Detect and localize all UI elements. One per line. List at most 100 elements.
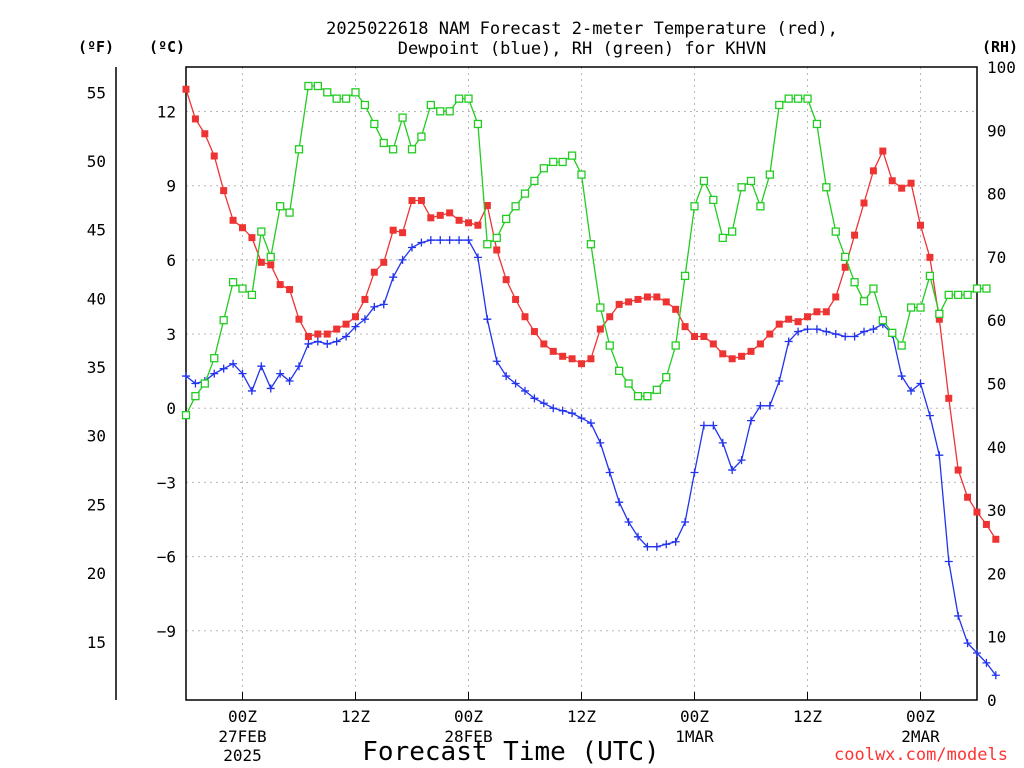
dewpoint-point	[539, 399, 548, 408]
series-temperature	[182, 85, 1000, 543]
dewpoint-point	[408, 243, 416, 252]
dewpoint-point	[568, 409, 577, 418]
temperature-point	[653, 293, 661, 301]
dewpoint-point	[295, 362, 303, 371]
temperature-point	[869, 167, 877, 175]
temperature-point	[672, 305, 680, 313]
temperature-point	[964, 493, 972, 501]
dewpoint-point	[982, 658, 991, 667]
dewpoint-point	[398, 255, 407, 264]
rh-point	[633, 392, 643, 401]
f-tick-label: 30	[87, 427, 106, 446]
temperature-point	[879, 147, 887, 155]
temperature-point	[474, 221, 482, 229]
dewpoint-point	[247, 386, 256, 395]
temperature-point	[201, 130, 209, 138]
rh-point	[200, 379, 209, 388]
temperature-point	[512, 295, 520, 303]
temperature-point	[286, 286, 294, 294]
temperature-point	[719, 350, 727, 358]
dewpoint-point	[991, 671, 1000, 680]
rh-point	[228, 278, 238, 287]
rh-point	[718, 233, 727, 243]
temperature-point	[493, 246, 501, 254]
temperature-point	[436, 211, 444, 219]
dewpoint-point	[360, 315, 369, 324]
rh-tick-label: 50	[987, 375, 1006, 394]
dewpoint-point	[586, 419, 595, 428]
dewpoint-point	[794, 327, 803, 336]
rh-tick-label: 100	[987, 58, 1016, 77]
rh-point	[878, 316, 887, 325]
rh-line	[185, 85, 987, 416]
dewpoint-point	[191, 379, 200, 388]
temperature-point	[992, 535, 1000, 543]
f-tick-label: 45	[87, 221, 106, 240]
temperature-point	[229, 216, 237, 224]
rh-point	[784, 94, 793, 103]
rh-point	[181, 410, 191, 420]
temperature-point	[220, 187, 228, 195]
x-tick-label: 00Z	[228, 707, 257, 726]
dewpoint-point	[841, 332, 850, 341]
rh-point	[972, 284, 982, 293]
temperature-point	[427, 214, 435, 222]
dewpoint-point	[784, 337, 793, 346]
dewpoint-point	[850, 332, 859, 341]
dewpoint-point	[285, 377, 294, 386]
rh-point	[841, 252, 850, 262]
dewpoint-point	[756, 401, 765, 410]
temperature-point	[851, 231, 859, 239]
temperature-point	[832, 293, 840, 301]
dewpoint-point	[577, 414, 586, 423]
dewpoint-point	[973, 649, 981, 658]
rh-point	[596, 303, 605, 312]
dewpoint-point	[671, 537, 680, 546]
chart-title-line2: Dewpoint (blue), RH (green) for KHVN	[398, 39, 766, 59]
rh-point	[360, 100, 370, 110]
f-tick-label: 50	[87, 152, 106, 171]
temperature-point	[822, 308, 830, 316]
temperature-point	[191, 115, 199, 123]
rh-point	[520, 189, 530, 198]
temperature-point	[973, 508, 981, 516]
rh-point	[831, 227, 840, 236]
rh-point	[671, 341, 680, 350]
rh-point	[906, 303, 916, 312]
rh-tick-label: 0	[987, 691, 997, 710]
rh-point	[473, 119, 483, 129]
dewpoint-point	[313, 337, 322, 346]
dewpoint-point	[860, 327, 868, 336]
rh-tick-label: 30	[987, 501, 1006, 520]
temperature-line	[185, 89, 997, 540]
temperature-point	[662, 298, 670, 306]
temperature-point	[276, 281, 284, 289]
temperature-point	[775, 320, 783, 328]
temperature-point	[898, 184, 906, 192]
credit-label: coolwx.com/models	[834, 745, 1008, 765]
dewpoint-point	[238, 369, 247, 378]
rh-tick-label: 70	[987, 248, 1006, 267]
dewpoint-point	[436, 236, 445, 245]
temperature-point	[380, 258, 388, 266]
temperature-point	[568, 355, 576, 363]
temperature-point	[804, 313, 811, 321]
dewpoint-point	[483, 315, 492, 324]
dewpoint-point	[907, 386, 916, 395]
x-tick-label: 12Z	[341, 707, 370, 726]
rh-point	[492, 233, 501, 243]
dewpoint-point	[643, 542, 652, 551]
temperature-point	[295, 315, 303, 323]
temperature-point	[455, 216, 463, 224]
rh-point	[888, 328, 897, 338]
dewpoint-point	[558, 406, 567, 415]
c-tick-label: 0	[166, 399, 176, 418]
temperature-point	[267, 261, 275, 269]
dewpoint-point	[812, 325, 821, 334]
dewpoint-point	[869, 325, 878, 334]
temperature-point	[728, 355, 736, 363]
dewpoint-point	[963, 639, 972, 648]
dewpoint-point	[925, 411, 934, 420]
rh-point	[963, 290, 972, 300]
